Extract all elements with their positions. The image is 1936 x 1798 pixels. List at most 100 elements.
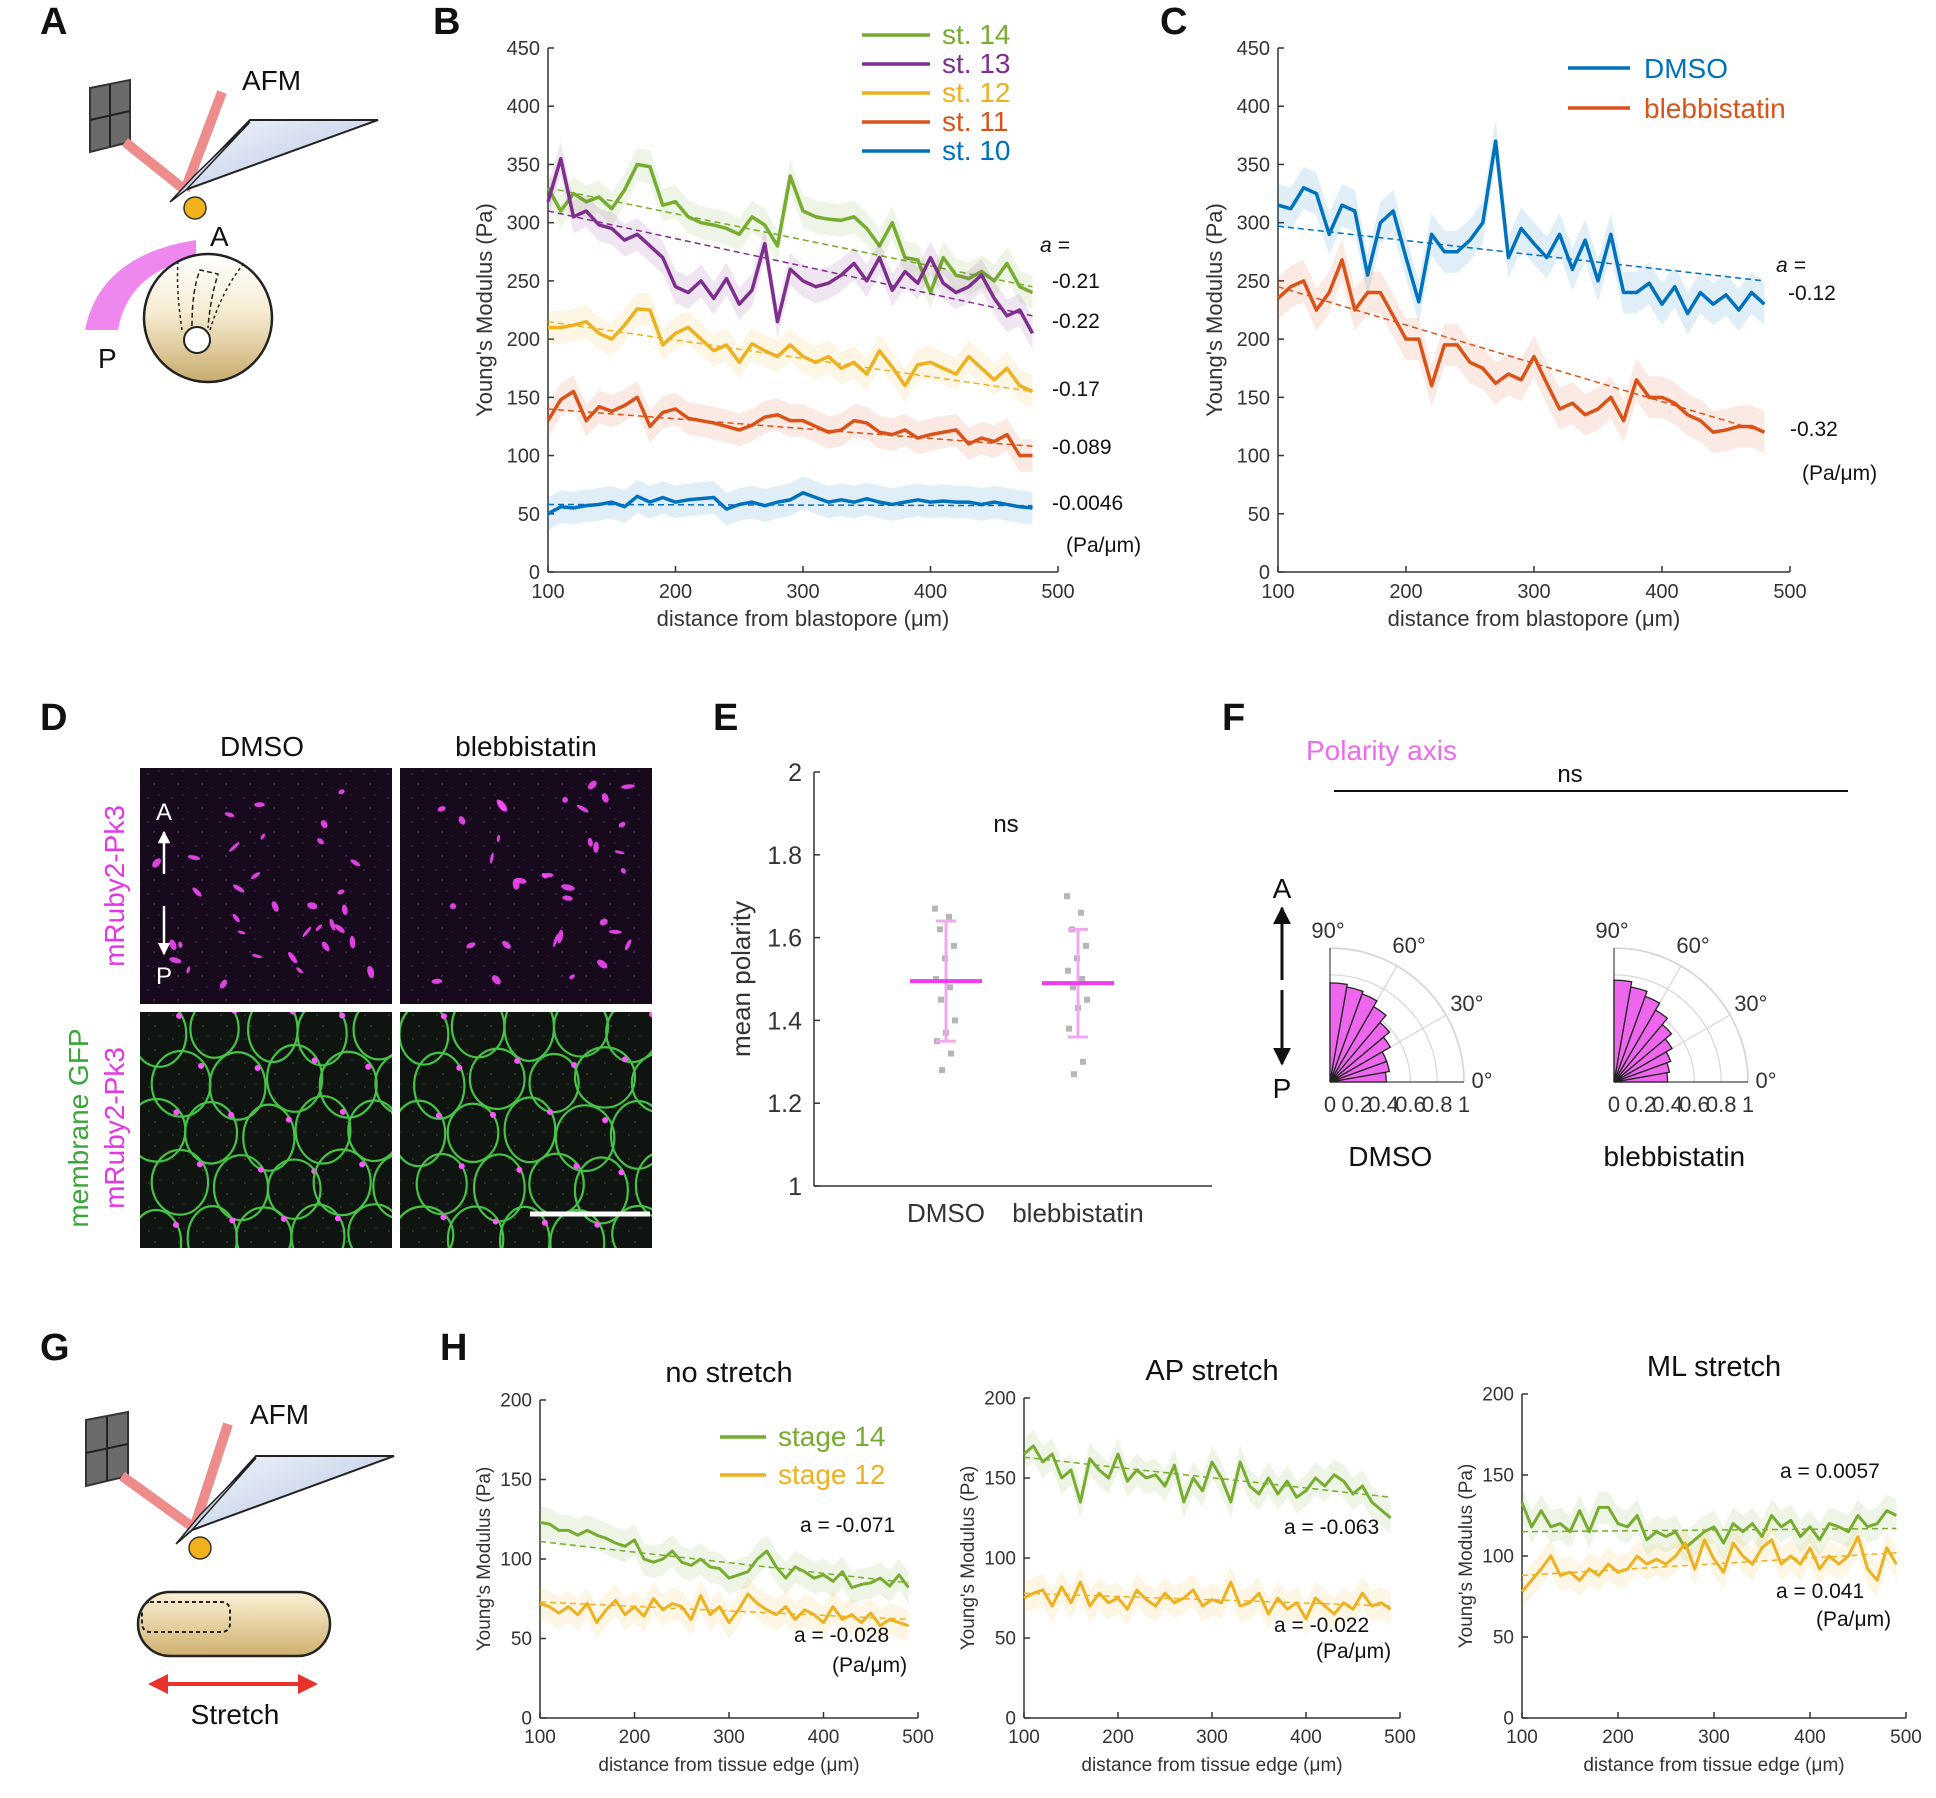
cell-membrane — [290, 1203, 346, 1248]
polar-dmso: 90° 60° 30° 0° 0 0.20.40.60.8 1 DMSO — [1311, 918, 1492, 1172]
grid-arc — [1613, 974, 1722, 1083]
pk3-puncta — [198, 1062, 205, 1069]
pk3-puncta — [365, 1063, 372, 1070]
legend-label: st. 11 — [942, 106, 1008, 137]
pk3-puncta — [302, 926, 312, 938]
y-tick-label: 300 — [507, 213, 540, 235]
x-tick-label: 500 — [902, 1727, 934, 1748]
series-stage-12 — [539, 1578, 910, 1642]
y-tick-label: 200 — [1237, 329, 1270, 351]
y-axis-label: Young's Modulus (Pa) — [1456, 1464, 1477, 1649]
data-line — [1277, 139, 1766, 316]
pk3-puncta — [391, 1110, 392, 1115]
row-label-pk3-merge: mRuby2-Pk3 — [99, 1047, 130, 1209]
data-line — [546, 389, 1033, 458]
measurement-region — [141, 1601, 231, 1633]
slope-value: -0.17 — [1052, 378, 1100, 401]
radius-tick-label: 0.2 — [1626, 1092, 1657, 1117]
column-label-blebbistatin: blebbistatin — [455, 731, 597, 762]
g-afm-bead — [188, 1536, 212, 1560]
slope-value: -0.0046 — [1052, 492, 1123, 515]
pk3-puncta — [557, 929, 564, 944]
panel-d-letter: D — [40, 697, 67, 739]
fit-line — [1277, 285, 1765, 433]
cell-membrane — [634, 1153, 652, 1217]
x-tick-label: 300 — [786, 581, 819, 603]
y-tick-label: 150 — [1482, 1466, 1514, 1487]
error-band — [548, 142, 1033, 350]
x-tick-label: 400 — [914, 581, 947, 603]
micrograph-blebbistatin-merge — [400, 1012, 684, 1248]
panel-g-letter: G — [40, 1327, 70, 1369]
x-tick-label: 200 — [1102, 1727, 1134, 1748]
pk3-puncta — [339, 1012, 346, 1019]
pk3-puncta — [152, 858, 161, 868]
pk3-puncta — [173, 1109, 180, 1116]
polar-blebbistatin: 90° 60° 30° 0° 0 0.20.40.60.8 1 blebbistatin — [1595, 918, 1776, 1172]
panel-d: D DMSO blebbistatin mRuby2-Pk3 membrane … — [40, 697, 684, 1248]
x-tick-label: 500 — [1041, 581, 1074, 603]
x-axis-label: distance from tissue edge (μm) — [1081, 1755, 1342, 1776]
radius-tick-label: 0.8 — [1706, 1092, 1737, 1117]
grid-arc — [1329, 947, 1465, 1083]
pk3-puncta — [569, 974, 575, 980]
x-tick-label: 300 — [713, 1727, 745, 1748]
series-stage-14 — [1023, 1430, 1392, 1534]
afm-tip — [169, 121, 251, 203]
pk3-puncta — [391, 1214, 392, 1217]
cell-membrane — [374, 1054, 392, 1113]
cell-membrane — [552, 1012, 610, 1058]
polar-wedge — [1613, 979, 1633, 1083]
data-line — [548, 307, 1034, 394]
pk3-puncta — [562, 895, 573, 901]
y-axis-label: Young's Modulus (Pa) — [958, 1466, 979, 1651]
series-st-14 — [546, 148, 1034, 309]
pk3-puncta — [192, 887, 202, 897]
series-st-12 — [547, 292, 1034, 408]
slope-prefix: a = — [1776, 254, 1806, 277]
pk3-puncta — [624, 939, 632, 951]
cell-membrane — [468, 1047, 526, 1111]
legend-label: st. 12 — [942, 77, 1010, 108]
cell-membrane — [189, 1012, 240, 1059]
cell-membrane — [503, 1096, 557, 1164]
polarity-axis-title: Polarity axis — [1306, 735, 1457, 766]
pk3-puncta — [601, 793, 609, 803]
data-point — [948, 1050, 954, 1057]
pk3-puncta — [678, 1062, 684, 1068]
cell-membrane — [415, 1152, 468, 1216]
y-axis-label: Young's Modulus (Pa) — [1202, 203, 1227, 417]
y-tick-label: 0 — [521, 1709, 532, 1730]
column-label-dmso: DMSO — [220, 731, 304, 762]
cell-membrane — [609, 1099, 652, 1170]
pk3-puncta — [224, 812, 235, 818]
y-tick-label: 250 — [507, 271, 540, 293]
x-tick-label: 500 — [1890, 1727, 1922, 1748]
y-tick-label: 200 — [1482, 1385, 1514, 1406]
pk3-puncta — [254, 1064, 261, 1071]
g-afm-label: AFM — [250, 1399, 309, 1430]
fit-line — [1521, 1527, 1897, 1533]
pk3-puncta — [196, 1161, 203, 1168]
fit-line — [547, 186, 1033, 288]
data-line — [1023, 1580, 1392, 1621]
pk3-puncta — [541, 1219, 548, 1226]
radius-tick-label: 0 — [1608, 1092, 1620, 1117]
y-tick-label: 1.4 — [767, 1007, 802, 1035]
y-tick-label: 2 — [788, 759, 802, 787]
error-band — [1522, 1520, 1897, 1608]
micrograph-posterior-label: P — [156, 963, 172, 990]
fit-line — [547, 408, 1033, 447]
series-stage-14 — [539, 1506, 910, 1604]
data-line — [1276, 258, 1766, 435]
radius-tick-label: 0.6 — [1679, 1092, 1710, 1117]
error-band — [548, 375, 1033, 472]
cell-membrane — [372, 1154, 392, 1219]
y-tick-label: 100 — [1237, 446, 1270, 468]
x-tick-label: 400 — [808, 1727, 840, 1748]
pk3-puncta — [599, 918, 608, 926]
fit-line — [1521, 1552, 1897, 1577]
pk3-puncta — [573, 1163, 580, 1170]
slope-value: a = -0.071 — [800, 1514, 895, 1537]
pk3-puncta — [621, 784, 635, 789]
